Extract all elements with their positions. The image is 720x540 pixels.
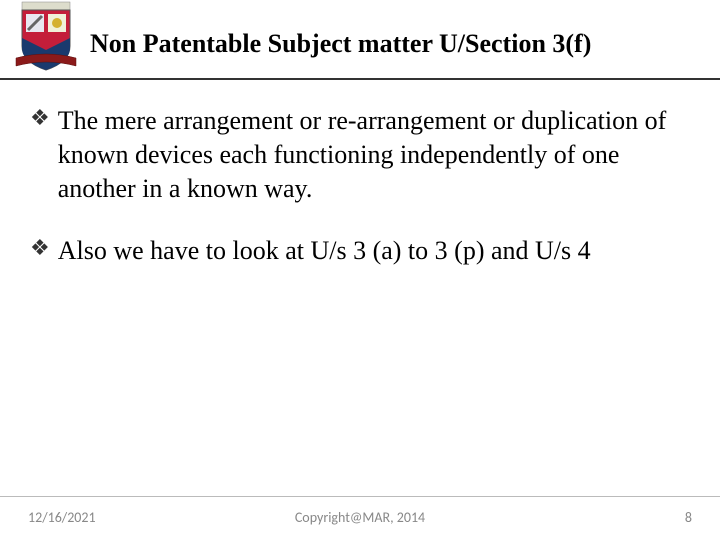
slide-header: Non Patentable Subject matter U/Section … xyxy=(0,0,720,80)
footer-copyright: Copyright@MAR, 2014 xyxy=(295,509,425,526)
diamond-bullet-icon: ❖ xyxy=(30,104,50,133)
bullet-text: Also we have to look at U/s 3 (a) to 3 (… xyxy=(58,234,591,268)
footer-date: 12/16/2021 xyxy=(28,509,96,526)
slide-footer: 12/16/2021 Copyright@MAR, 2014 8 xyxy=(0,496,720,526)
slide-title: Non Patentable Subject matter U/Section … xyxy=(90,8,720,74)
slide-content: ❖ The mere arrangement or re-arrangement… xyxy=(0,80,720,267)
bullet-item: ❖ Also we have to look at U/s 3 (a) to 3… xyxy=(30,234,690,268)
diamond-bullet-icon: ❖ xyxy=(30,234,50,263)
bullet-text: The mere arrangement or re-arrangement o… xyxy=(58,104,690,205)
footer-page-number: 8 xyxy=(685,509,692,526)
bullet-item: ❖ The mere arrangement or re-arrangement… xyxy=(30,104,690,205)
institution-logo xyxy=(8,0,84,76)
